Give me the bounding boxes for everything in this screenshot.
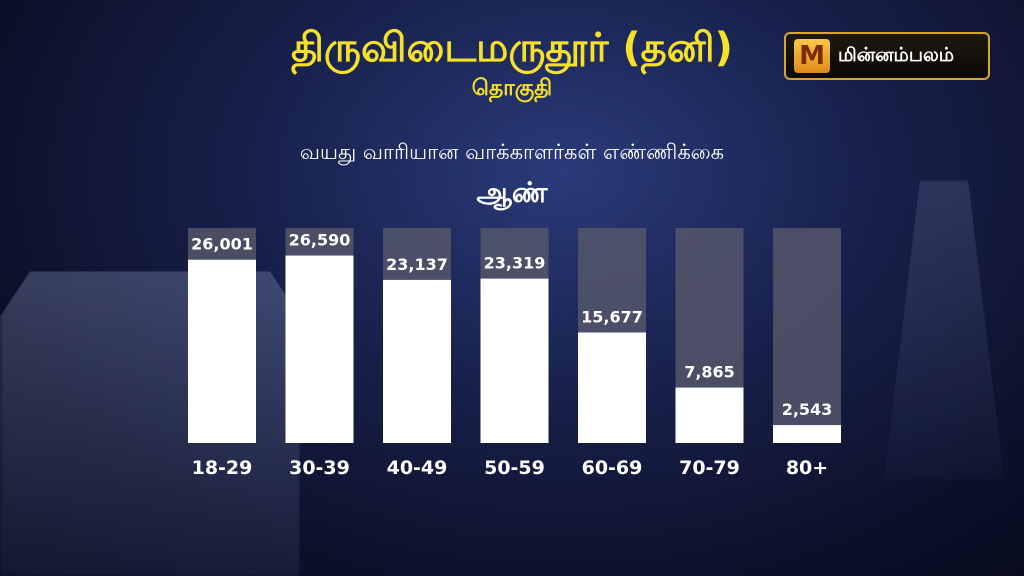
chart-title: வயது வாரியான வாக்காளர்கள் எண்ணிக்கை	[299, 140, 725, 164]
category-label: 18-29	[192, 457, 253, 479]
bar-value-label: 15,677	[581, 307, 643, 326]
category-label: 30-39	[289, 457, 350, 479]
bar	[675, 387, 744, 443]
bar-value-label: 26,590	[289, 231, 351, 250]
category-label: 50-59	[484, 457, 545, 479]
bar	[285, 255, 354, 443]
chart-subtitle: ஆண்	[476, 176, 548, 209]
category-label: 40-49	[387, 457, 448, 479]
bar-track	[773, 228, 841, 443]
logo-mark-icon: M	[794, 39, 830, 73]
channel-logo: M மின்னம்பலம்	[784, 32, 990, 80]
bar	[480, 278, 549, 443]
bar	[578, 332, 646, 443]
bar-value-label: 2,543	[782, 400, 833, 419]
category-label: 60-69	[582, 457, 643, 479]
category-label: 80+	[786, 457, 828, 479]
category-label: 70-79	[679, 457, 740, 479]
bar-value-label: 7,865	[684, 363, 735, 382]
bar-value-label: 23,319	[484, 254, 546, 273]
bar	[188, 259, 256, 443]
constituency-title: திருவிடைமருதூர் (தனி)	[291, 25, 733, 71]
constituency-subtitle: தொகுதி	[471, 76, 553, 101]
bar	[383, 279, 451, 443]
bar	[773, 425, 841, 443]
bar-value-label: 23,137	[386, 255, 448, 274]
bar-value-label: 26,001	[191, 235, 253, 254]
logo-text: மின்னம்பலம்	[838, 43, 955, 66]
